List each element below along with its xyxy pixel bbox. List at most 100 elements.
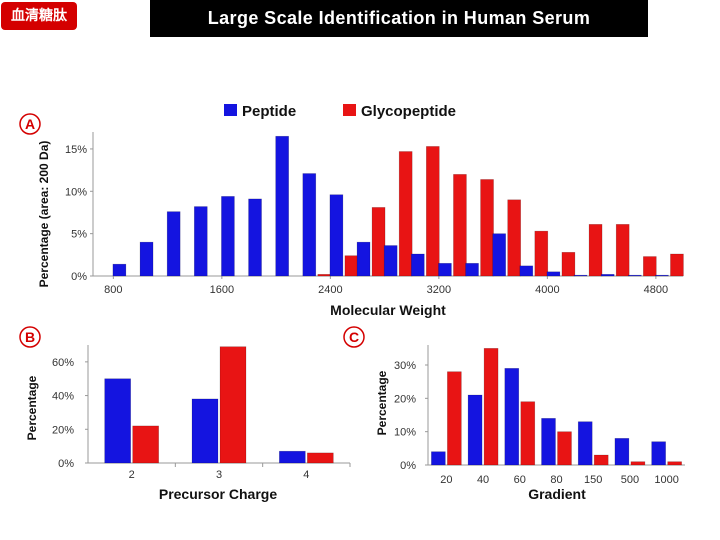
panel-a-peptide-bar xyxy=(465,262,479,277)
panel-c-glycopeptide-bar xyxy=(630,461,646,466)
panel-c-peptide-bar xyxy=(504,368,520,466)
panel-c-letter-circle xyxy=(343,326,365,348)
panel-a-peptide-bar xyxy=(139,241,154,277)
panel-a-x-tick: 4000 xyxy=(535,284,559,296)
panel-a-peptide-bar xyxy=(600,274,615,277)
panel-c-x-tick: 40 xyxy=(477,474,489,486)
panel-b-x-tick: 2 xyxy=(129,469,135,481)
panel-c-glycopeptide-bar xyxy=(557,431,572,466)
panel-c-peptide-bar xyxy=(614,438,630,466)
panel-b-y-tick: 60% xyxy=(52,357,74,369)
panel-a-glycopeptide-bar xyxy=(507,199,521,277)
panel-c-y-title: Percentage xyxy=(375,370,389,435)
legend-glycopeptide-swatch xyxy=(343,104,356,116)
panel-a-peptide-bar xyxy=(329,194,344,277)
panel-c-glycopeptide-bar xyxy=(593,454,609,466)
panel-a-peptide-bar xyxy=(193,206,208,277)
panel-a-peptide-bar xyxy=(356,241,371,277)
panel-a-glycopeptide-bar xyxy=(425,146,440,277)
panel-a-glycopeptide-bar xyxy=(398,151,413,277)
legend-peptide-swatch xyxy=(224,104,237,116)
panel-a-peptide-bar xyxy=(628,274,642,277)
panel-c-x-tick: 20 xyxy=(440,474,452,486)
panel-a-y-tick: 0% xyxy=(71,271,87,283)
panel-a-letter-circle xyxy=(19,113,41,135)
panel-b-y-tick: 40% xyxy=(52,391,74,403)
panel-c-glycopeptide-bar xyxy=(667,461,682,466)
panel-b-letter: B xyxy=(25,329,35,345)
panel-c-peptide-bar xyxy=(651,441,666,466)
panel-c-x-title: Gradient xyxy=(528,486,586,502)
panel-a-glycopeptide-bar xyxy=(670,253,684,277)
panel-a-glycopeptide-bar xyxy=(344,255,359,277)
panel-a-glycopeptide-bar xyxy=(561,251,576,277)
header-badge: 血清糖肽 xyxy=(1,2,77,30)
panel-a-peptide-bar xyxy=(655,274,669,277)
panel-b-y-title: Percentage xyxy=(25,375,39,440)
panel-c-y-tick: 10% xyxy=(394,427,416,439)
panel-b-letter-circle xyxy=(19,326,41,348)
panel-b-peptide-bar xyxy=(191,398,219,464)
panel-a-y-tick: 10% xyxy=(65,186,87,198)
panel-b-x-tick: 3 xyxy=(216,469,222,481)
panel-b-x-title: Precursor Charge xyxy=(159,486,277,502)
panel-a-peptide-bar xyxy=(383,245,398,277)
panel-c-x-tick: 1000 xyxy=(654,474,678,486)
panel-a-glycopeptide-bar xyxy=(480,179,494,277)
slide-title: Large Scale Identification in Human Seru… xyxy=(150,0,648,37)
panel-a-glycopeptide-bar xyxy=(371,207,386,277)
panel-c-x-tick: 500 xyxy=(621,474,639,486)
panel-c-peptide-bar xyxy=(467,394,483,466)
panel-a-glycopeptide-bar xyxy=(588,224,603,277)
panel-c-x-tick: 150 xyxy=(584,474,602,486)
panel-a-glycopeptide-bar xyxy=(643,256,657,277)
panel-a-peptide-bar xyxy=(410,253,425,277)
panel-a-y-tick: 15% xyxy=(65,144,87,156)
panel-a-peptide-bar xyxy=(166,211,181,277)
panel-a-peptide-bar xyxy=(302,173,317,277)
panel-c-letter: C xyxy=(349,329,359,345)
panel-a-letter: A xyxy=(25,116,35,132)
panel-b-peptide-bar xyxy=(104,378,131,464)
panel-c-glycopeptide-bar xyxy=(520,401,536,466)
panel-b-x-tick: 4 xyxy=(303,469,309,481)
panel-b-y-tick: 20% xyxy=(52,424,74,436)
panel-c-x-tick: 80 xyxy=(550,474,562,486)
panel-c-glycopeptide-bar xyxy=(483,348,499,466)
panel-a-peptide-bar xyxy=(275,135,289,277)
legend-peptide-label: Peptide xyxy=(242,103,296,120)
panel-a-glycopeptide-bar xyxy=(317,274,332,277)
panel-a-x-tick: 3200 xyxy=(427,284,451,296)
panel-b-glycopeptide-bar xyxy=(132,425,159,464)
panel-a-x-tick: 2400 xyxy=(318,284,342,296)
panel-b-y-tick: 0% xyxy=(58,458,74,470)
panel-c-y-tick: 20% xyxy=(394,393,416,405)
panel-b-glycopeptide-bar xyxy=(307,452,334,464)
panel-a-peptide-bar xyxy=(221,196,235,277)
panel-c-y-tick: 0% xyxy=(400,460,416,472)
panel-a-peptide-bar xyxy=(519,265,534,277)
panel-a-glycopeptide-bar xyxy=(615,224,630,277)
panel-a-y-tick: 5% xyxy=(71,229,87,241)
panel-a-x-title: Molecular Weight xyxy=(330,302,446,318)
panel-a-peptide-bar xyxy=(546,271,561,277)
panel-a-peptide-bar xyxy=(573,274,588,277)
panel-c-peptide-bar xyxy=(431,451,446,466)
panel-a-peptide-bar xyxy=(248,198,262,277)
panel-a-x-tick: 800 xyxy=(104,284,122,296)
panel-b-peptide-bar xyxy=(279,450,306,464)
panel-a-glycopeptide-bar xyxy=(453,174,467,277)
panel-c-x-tick: 60 xyxy=(514,474,526,486)
panel-a-glycopeptide-bar xyxy=(534,230,549,277)
panel-b-glycopeptide-bar xyxy=(219,346,247,464)
panel-c-y-tick: 30% xyxy=(394,360,416,372)
panel-a-y-title: Percentage (area: 200 Da) xyxy=(37,141,51,288)
panel-c-peptide-bar xyxy=(577,421,593,466)
panel-c-glycopeptide-bar xyxy=(447,371,462,466)
panel-c-peptide-bar xyxy=(541,418,556,466)
panel-a-x-tick: 4800 xyxy=(644,284,668,296)
legend-glycopeptide-label: Glycopeptide xyxy=(361,103,456,120)
panel-a-peptide-bar xyxy=(492,233,506,277)
panel-a-peptide-bar xyxy=(438,262,452,277)
